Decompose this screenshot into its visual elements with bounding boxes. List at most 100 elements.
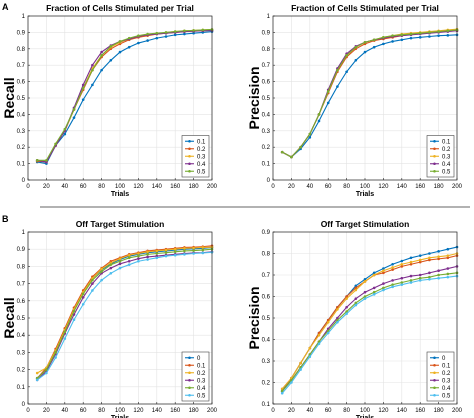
chart-1-x-tick-label: 80 bbox=[98, 184, 105, 190]
chart-2-x-tick-label: 0 bbox=[271, 184, 275, 190]
chart-1-data-point bbox=[164, 35, 168, 38]
chart-3-series-line-0.4 bbox=[36, 248, 213, 379]
chart-2-data-point bbox=[372, 38, 376, 42]
chart-4-legend-entry-0.4: 0.4 bbox=[442, 386, 451, 392]
chart-3-series-line-0.2 bbox=[36, 246, 213, 374]
chart-1-data-point bbox=[127, 45, 131, 49]
chart-3-data-point bbox=[109, 263, 113, 266]
chart-3-y-axis-label: Recall bbox=[1, 297, 17, 338]
chart-2-legend-entry-0.4: 0.4 bbox=[442, 162, 451, 168]
chart-2-y-tick-label: 0.4 bbox=[262, 112, 271, 118]
chart-3-data-point bbox=[35, 378, 39, 382]
chart-4-data-point bbox=[400, 276, 404, 280]
chart-3-data-point bbox=[127, 256, 131, 260]
chart-4-data-point bbox=[391, 285, 394, 289]
chart-4-data-point bbox=[345, 312, 348, 316]
chart-2-y-tick-label: 0.7 bbox=[262, 63, 271, 69]
chart-3-data-point bbox=[192, 252, 195, 255]
chart-4-data-point bbox=[290, 381, 293, 384]
chart-4-data-point bbox=[317, 333, 321, 337]
chart-2-axes-frame bbox=[272, 15, 458, 181]
chart-3-data-point bbox=[91, 282, 94, 285]
chart-1-data-point bbox=[173, 30, 177, 33]
chart-2-data-point bbox=[363, 50, 367, 54]
chart-3-data-point bbox=[164, 248, 168, 252]
chart-2-legend-marker bbox=[433, 154, 436, 158]
chart-3-data-point bbox=[54, 356, 57, 359]
chart-2-data-point bbox=[418, 31, 422, 35]
chart-1-legend-marker bbox=[188, 154, 191, 158]
chart-3-x-tick-label: 20 bbox=[43, 408, 50, 414]
chart-3-y-tick-label: 0.7 bbox=[17, 282, 26, 288]
chart-3-data-point bbox=[91, 278, 94, 282]
chart-3-data-point bbox=[164, 251, 168, 254]
chart-4-y-tick-label: 0.3 bbox=[262, 359, 271, 365]
chart-2-y-tick-label: 0 bbox=[267, 178, 271, 184]
chart-2-series-line-0.5 bbox=[281, 29, 458, 158]
chart-4-data-point bbox=[446, 272, 450, 276]
chart-1-data-point bbox=[118, 40, 122, 43]
chart-4-title: Off Target Stimulation bbox=[321, 219, 410, 229]
chart-2-x-tick-label: 200 bbox=[452, 184, 463, 190]
chart-4-data-point bbox=[418, 260, 422, 264]
chart-4-legend-marker bbox=[433, 371, 436, 375]
chart-4-data-point bbox=[428, 271, 431, 275]
chart-1-y-tick-label: 0.4 bbox=[17, 112, 26, 118]
chart-3-y-tick-label: 0.9 bbox=[17, 247, 26, 253]
chart-2-data-point bbox=[418, 36, 422, 39]
chart-2-legend-entry-0.2: 0.2 bbox=[442, 147, 451, 153]
chart-3-data-point bbox=[127, 253, 131, 257]
chart-2-x-tick-label: 120 bbox=[378, 184, 389, 190]
chart-2-y-tick-label: 0.2 bbox=[262, 145, 271, 151]
chart-2-data-point bbox=[317, 119, 321, 123]
chart-3-data-point bbox=[173, 250, 177, 254]
chart-1-data-point bbox=[72, 116, 76, 119]
chart-2-x-tick-label: 40 bbox=[306, 184, 313, 190]
chart-4-data-point bbox=[418, 273, 422, 277]
chart-3-legend-marker bbox=[188, 393, 191, 397]
chart-1-legend-marker bbox=[188, 162, 191, 166]
chart-2-data-point bbox=[382, 36, 385, 39]
chart-4-data-point bbox=[345, 295, 348, 298]
chart-4-x-axis-label: Trials bbox=[356, 415, 374, 418]
chart-2-data-point bbox=[372, 45, 376, 49]
chart-2-data-point bbox=[409, 36, 413, 40]
chart-4-data-point bbox=[363, 278, 367, 281]
chart-4-data-point bbox=[299, 368, 302, 371]
chart-1-data-point bbox=[146, 39, 149, 42]
chart-4-data-point bbox=[372, 271, 376, 275]
chart-3-data-point bbox=[109, 266, 113, 270]
chart-3-data-point bbox=[72, 318, 76, 322]
chart-1-data-point bbox=[183, 29, 186, 33]
chart-4-data-point bbox=[418, 254, 422, 257]
chart-4-y-tick-label: 0.7 bbox=[262, 273, 271, 279]
chart-2-x-tick-label: 20 bbox=[288, 184, 295, 190]
chart-4-data-point bbox=[308, 346, 312, 350]
chart-3-data-point bbox=[118, 257, 122, 260]
chart-3-data-point bbox=[173, 247, 177, 251]
chart-2-data-point bbox=[409, 32, 413, 36]
chart-3-x-tick-label: 60 bbox=[80, 408, 87, 414]
chart-4-series-line-0.4 bbox=[281, 272, 458, 392]
chart-1-data-point bbox=[155, 36, 159, 40]
chart-2-data-point bbox=[400, 33, 404, 37]
chart-1-x-tick-label: 20 bbox=[43, 184, 50, 190]
chart-1-x-tick-label: 40 bbox=[61, 184, 68, 190]
chart-2-y-tick-label: 1 bbox=[267, 14, 271, 20]
chart-3-data-point bbox=[155, 256, 159, 260]
chart-2-x-tick-label: 60 bbox=[325, 184, 332, 190]
chart-1-series-line-0.5 bbox=[37, 28, 213, 161]
chart-1-x-tick-label: 120 bbox=[133, 184, 144, 190]
chart-1-data-point bbox=[109, 45, 113, 48]
chart-4-data-point bbox=[437, 257, 440, 261]
chart-1-x-tick-label: 100 bbox=[115, 184, 126, 190]
chart-1-data-point bbox=[100, 68, 103, 72]
chart-3-legend-entry-0.4: 0.4 bbox=[197, 386, 206, 392]
chart-4-data-point bbox=[336, 318, 339, 322]
chart-4-data-point bbox=[391, 266, 394, 269]
chart-2-y-tick-label: 0.3 bbox=[262, 129, 271, 135]
chart-3-title: Off Target Stimulation bbox=[76, 219, 165, 229]
chart-2-y-tick-label: 0.9 bbox=[262, 30, 271, 36]
chart-4-data-point bbox=[437, 250, 440, 253]
chart-2-data-point bbox=[391, 34, 394, 37]
